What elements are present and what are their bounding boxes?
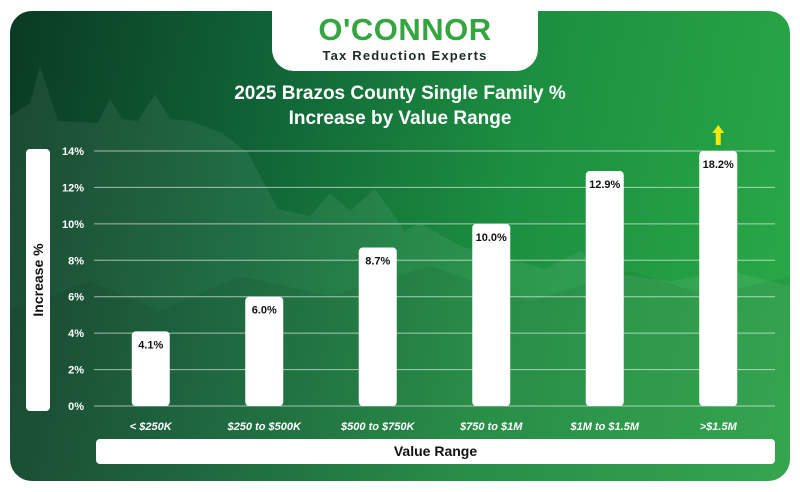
logo-name: O'CONNOR (318, 12, 492, 47)
x-tick-label: >$1.5M (700, 421, 738, 433)
logo: O'CONNOR Tax Reduction Experts (272, 11, 538, 71)
chart-title-line-2: Increase by Value Range (288, 108, 512, 129)
y-tick-label: 2% (68, 365, 84, 377)
x-tick-label: < $250K (130, 421, 173, 433)
bar (699, 151, 738, 406)
x-tick-label: $250 to $500K (227, 421, 302, 433)
bar-value-label: 6.0% (252, 305, 277, 317)
bar (358, 247, 397, 406)
bar (131, 331, 170, 406)
bar-value-label: 4.1% (138, 339, 163, 351)
bar-value-label: 10.0% (476, 232, 507, 244)
y-tick-label: 8% (68, 255, 84, 267)
bar-chart: 0% 2% 4% 6% 8% 10% 12% 14% 4.1% < $250K 6.0% $250 t… (62, 125, 775, 433)
bar-value-label: 8.7% (365, 256, 390, 268)
y-tick-label: 10% (62, 219, 84, 231)
chart-title-line-1: 2025 Brazos County Single Family % (234, 83, 566, 104)
x-axis-label-box: Value Range (96, 439, 775, 464)
bar (585, 171, 624, 406)
bar (245, 296, 284, 406)
y-tick-label: 0% (68, 401, 84, 413)
logo-tagline: Tax Reduction Experts (322, 48, 488, 63)
y-tick-label: 14% (62, 146, 84, 158)
y-tick-label: 4% (68, 328, 84, 340)
x-tick-label: $750 to $1M (459, 421, 523, 433)
y-tick-label: 12% (62, 182, 84, 194)
chart-title: 2025 Brazos County Single Family % Incre… (160, 81, 640, 131)
chart-card: O'CONNOR Tax Reduction Experts 2025 Braz… (10, 11, 790, 481)
x-tick-label: $1M to $1.5M (570, 421, 640, 433)
bar-value-label: 18.2% (703, 159, 734, 171)
x-axis-label: Value Range (393, 443, 478, 459)
y-tick-label: 6% (68, 292, 84, 304)
x-tick-label: $500 to $750K (340, 421, 415, 433)
y-axis-label-box: Increase % (26, 149, 50, 411)
bar (472, 223, 511, 406)
overflow-arrow-icon (712, 125, 725, 145)
bar-value-label: 12.9% (589, 179, 620, 191)
